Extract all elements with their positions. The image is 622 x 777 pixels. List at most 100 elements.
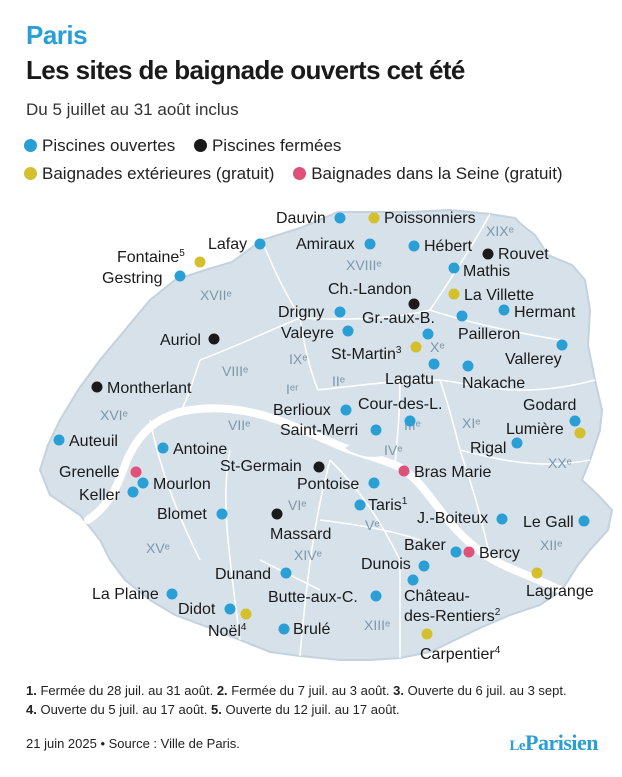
open-site-dot[interactable] xyxy=(462,360,474,372)
legend-label: Baignades extérieures (gratuit) xyxy=(42,164,275,183)
outdoor-swim-dot-icon xyxy=(24,167,37,180)
closed-site-dot[interactable] xyxy=(313,461,325,473)
closed-site-dot[interactable] xyxy=(271,508,283,520)
open-site-dot[interactable] xyxy=(354,499,366,511)
site-label: Nakache xyxy=(462,375,525,392)
open-site-dot[interactable] xyxy=(334,306,346,318)
site-label: Massard xyxy=(270,526,331,543)
legend-item-closed: Piscines fermées xyxy=(193,136,341,156)
site-label: Lagrange xyxy=(526,583,594,600)
open-site-dot[interactable] xyxy=(456,310,468,322)
open-site-dot[interactable] xyxy=(224,603,236,615)
open-site-dot[interactable] xyxy=(569,415,581,427)
outdoor-site-dot[interactable] xyxy=(574,427,586,439)
arr-8: VIIIᵉ xyxy=(222,363,248,379)
open-site-dot[interactable] xyxy=(127,486,139,498)
site-label: J.-Boiteux xyxy=(417,510,488,527)
open-site-dot[interactable] xyxy=(428,358,440,370)
open-site-dot[interactable] xyxy=(340,404,352,416)
site-label: Drigny xyxy=(278,304,324,321)
footnote-text: Ouverte du 5 juil. au 17 août. xyxy=(36,702,208,717)
open-site-dot[interactable] xyxy=(278,623,290,635)
open-site-dot[interactable] xyxy=(364,238,376,250)
site-label: Fontaine5 xyxy=(117,248,185,266)
open-site-dot[interactable] xyxy=(511,437,523,449)
arr-13: XIIIᵉ xyxy=(364,617,390,633)
open-site-dot[interactable] xyxy=(342,325,354,337)
closed-site-dot[interactable] xyxy=(482,248,494,260)
site-label: Didot xyxy=(178,601,216,618)
arrondissement-labels: XIXᵉ XVIIIᵉ XVIIᵉ VIIIᵉ IXᵉ Xᵉ IIᵉ Iᵉʳ X… xyxy=(100,223,572,633)
open-site-dot[interactable] xyxy=(498,304,510,316)
open-site-dot[interactable] xyxy=(407,574,419,586)
arr-17: XVIIᵉ xyxy=(200,287,232,303)
outdoor-site-dot[interactable] xyxy=(368,212,380,224)
page-title: Les sites de baignade ouverts cet été xyxy=(26,55,465,85)
le-parisien-logo[interactable]: LeParisien xyxy=(509,730,598,756)
open-site-dot[interactable] xyxy=(216,508,228,520)
open-site-dot[interactable] xyxy=(254,238,266,250)
outdoor-site-dot[interactable] xyxy=(240,608,252,620)
legend-label: Piscines ouvertes xyxy=(42,136,176,155)
open-site-dot[interactable] xyxy=(280,567,292,579)
footnote-num: 2. xyxy=(216,683,228,698)
seine-site-dot[interactable] xyxy=(130,466,142,478)
closed-site-dot[interactable] xyxy=(408,298,420,310)
seine-site-dot[interactable] xyxy=(398,465,410,477)
site-label: Butte-aux-C. xyxy=(268,589,358,606)
legend-item-outdoor: Baignades extérieures (gratuit) xyxy=(24,164,274,184)
arr-14: XIVᵉ xyxy=(294,547,322,563)
site-label: Godard xyxy=(523,397,576,414)
site-label: La Villette xyxy=(464,287,534,304)
site-label: Blomet xyxy=(157,506,207,523)
open-site-dot[interactable] xyxy=(370,590,382,602)
open-site-dot[interactable] xyxy=(174,270,186,282)
open-pool-dot-icon xyxy=(24,139,37,152)
outdoor-site-dot[interactable] xyxy=(448,288,460,300)
arr-19: XIXᵉ xyxy=(486,223,514,239)
site-label: Keller xyxy=(79,487,121,504)
footnote-num: 1. xyxy=(26,683,37,698)
site-label: Cour-des-L. xyxy=(358,396,442,413)
outdoor-site-dot[interactable] xyxy=(531,567,543,579)
open-site-dot[interactable] xyxy=(418,560,430,572)
subtitle: Du 5 juillet au 31 août inclus xyxy=(26,100,239,119)
site-label: Carpentier4 xyxy=(420,645,501,663)
outdoor-site-dot[interactable] xyxy=(410,341,422,353)
site-label: St-Martin3 xyxy=(331,345,402,363)
open-site-dot[interactable] xyxy=(334,212,346,224)
site-label: Mathis xyxy=(463,263,510,280)
open-site-dot[interactable] xyxy=(166,588,178,600)
closed-site-dot[interactable] xyxy=(91,381,103,393)
outdoor-site-dot[interactable] xyxy=(421,628,433,640)
open-site-dot[interactable] xyxy=(578,515,590,527)
kicker: Paris xyxy=(26,20,88,50)
open-site-dot[interactable] xyxy=(53,434,65,446)
site-label: Hermant xyxy=(514,304,576,321)
seine-site-dot[interactable] xyxy=(463,546,475,558)
outdoor-site-dot[interactable] xyxy=(194,256,206,268)
site-label: Dunois xyxy=(361,556,411,573)
open-site-dot[interactable] xyxy=(422,328,434,340)
open-site-dot[interactable] xyxy=(404,415,416,427)
open-site-dot[interactable] xyxy=(450,546,462,558)
site-label: Taris1 xyxy=(368,496,408,514)
site-label: Auriol xyxy=(160,332,201,349)
open-site-dot[interactable] xyxy=(157,442,169,454)
site-label: Valeyre xyxy=(281,325,334,342)
open-site-dot[interactable] xyxy=(556,339,568,351)
site-label: Gestring xyxy=(102,270,162,287)
arr-16: XVIᵉ xyxy=(100,407,128,423)
arr-15: XVᵉ xyxy=(146,540,170,556)
open-site-dot[interactable] xyxy=(368,477,380,489)
site-label: Rigal xyxy=(470,440,506,457)
closed-site-dot[interactable] xyxy=(208,333,220,345)
open-site-dot[interactable] xyxy=(370,424,382,436)
footnotes: 1. Fermée du 28 juil. au 31 août. 2. Fer… xyxy=(26,681,567,719)
site-label: Poissonniers xyxy=(384,210,476,227)
open-site-dot[interactable] xyxy=(496,513,508,525)
site-label: Lumière xyxy=(506,421,564,438)
open-site-dot[interactable] xyxy=(448,262,460,274)
open-site-dot[interactable] xyxy=(408,240,420,252)
open-site-dot[interactable] xyxy=(137,477,149,489)
